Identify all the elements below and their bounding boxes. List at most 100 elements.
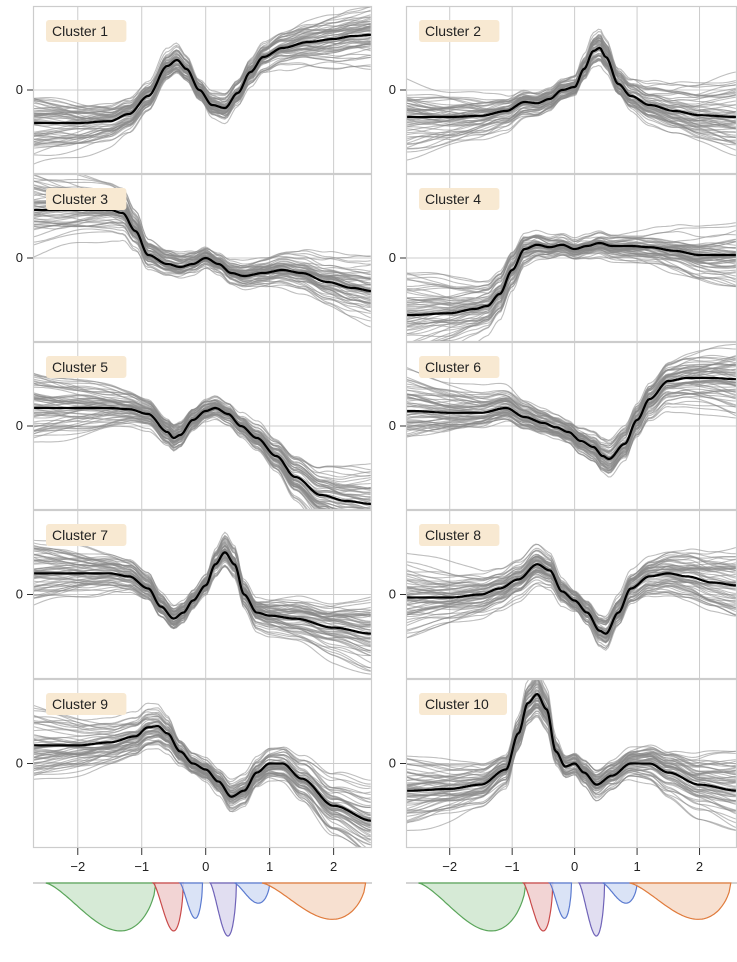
individual-curve [406, 716, 736, 823]
x-tick-label: 2 [330, 859, 337, 874]
x-tick-label: −1 [505, 859, 520, 874]
individual-curve [406, 559, 736, 639]
individual-curve [406, 64, 736, 142]
individual-curve [33, 413, 371, 487]
individual-curve [406, 400, 737, 473]
individual-curve [33, 30, 371, 117]
cluster-label-box [46, 20, 127, 42]
individual-curve [406, 380, 736, 459]
cluster-label: Cluster 4 [425, 191, 481, 207]
individual-curve [33, 222, 371, 294]
mean-curve [33, 406, 372, 506]
density-component [629, 882, 732, 920]
cluster-label: Cluster 8 [425, 527, 481, 543]
density-component [45, 882, 157, 932]
mean-curve [33, 551, 372, 635]
individual-curve [406, 679, 736, 783]
y-tick-label: 0 [389, 250, 396, 265]
individual-curve [406, 565, 736, 644]
y-tick-label: 0 [16, 250, 23, 265]
individual-curve [33, 38, 371, 137]
individual-curve [33, 725, 371, 841]
cluster-label-box [419, 188, 500, 210]
individual-curve [406, 695, 736, 811]
individual-curve [33, 730, 371, 816]
individual-curves [33, 174, 371, 328]
individual-curve [406, 225, 736, 306]
individual-curve [406, 43, 736, 122]
cluster-label: Cluster 1 [52, 23, 108, 39]
individual-curve [406, 585, 736, 639]
mean-curve [406, 563, 737, 635]
individual-curve [406, 40, 736, 121]
individual-curve [33, 748, 371, 814]
x-tick-label: −1 [134, 859, 149, 874]
cluster-label-box [46, 693, 127, 715]
individual-curves [33, 702, 371, 848]
cluster-label-box [419, 356, 500, 378]
individual-curve [33, 735, 371, 787]
individual-curve [33, 43, 371, 121]
individual-curve [406, 381, 736, 478]
individual-curve [406, 229, 736, 331]
y-tick-label: 0 [16, 418, 23, 433]
x-tick-label: 0 [202, 859, 209, 874]
density-strip [33, 882, 372, 937]
cluster-label: Cluster 6 [425, 359, 481, 375]
individual-curve [406, 235, 736, 301]
individual-curve [33, 404, 371, 469]
individual-curve [406, 243, 736, 304]
individual-curve [406, 695, 736, 805]
individual-curve [33, 713, 371, 825]
x-tick-label: 1 [633, 859, 640, 874]
x-tick-label: 2 [696, 859, 703, 874]
cluster-panel: 0 Cluster 3 [16, 173, 373, 343]
panel-frame [32, 678, 373, 849]
individual-curve [33, 739, 371, 840]
cluster-label-box [419, 524, 500, 546]
individual-curve [406, 44, 736, 112]
y-tick-label: 0 [16, 587, 23, 602]
mean-curve [406, 241, 737, 317]
density-component [547, 882, 573, 919]
individual-curve [33, 394, 333, 510]
individual-curves [406, 28, 737, 161]
individual-curve [406, 411, 736, 459]
x-axes: −2 −1 0 1 2 −2 −1 0 1 2 [70, 848, 703, 874]
cluster-label: Cluster 2 [425, 23, 481, 39]
y-tick-label: 0 [16, 82, 23, 97]
y-tick-label: 0 [389, 756, 396, 771]
individual-curve [33, 548, 371, 617]
individual-curve [33, 404, 312, 510]
individual-curve [33, 374, 371, 480]
individual-curve [406, 565, 736, 643]
x-tick-label: 1 [266, 859, 273, 874]
x-tick-label: 0 [571, 859, 578, 874]
mean-curve [406, 376, 737, 460]
individual-curve [406, 679, 736, 798]
individual-curve [33, 536, 371, 626]
cluster-label: Cluster 5 [52, 359, 108, 375]
individual-curve [406, 370, 736, 443]
panel-frame [32, 341, 373, 511]
density-strips [33, 882, 737, 937]
mean-curve [33, 33, 372, 125]
individual-curve [406, 355, 736, 445]
individual-curve [406, 36, 736, 124]
cluster-panel: 0 Cluster 4 [389, 173, 737, 343]
individual-curves [406, 343, 737, 478]
individual-curve [406, 45, 736, 110]
y-tick-label: 0 [389, 82, 396, 97]
cluster-label: Cluster 3 [52, 191, 108, 207]
individual-curve [33, 174, 371, 286]
y-tick-label: 0 [389, 587, 396, 602]
mean-curve [33, 724, 372, 822]
density-strip [406, 882, 737, 937]
density-component [602, 882, 638, 904]
cluster-panel: 0 Cluster 6 [389, 341, 737, 511]
individual-curve [406, 565, 736, 626]
cluster-panel: 0 Cluster 7 [16, 509, 373, 680]
density-component [234, 882, 271, 904]
individual-curve [406, 47, 736, 153]
